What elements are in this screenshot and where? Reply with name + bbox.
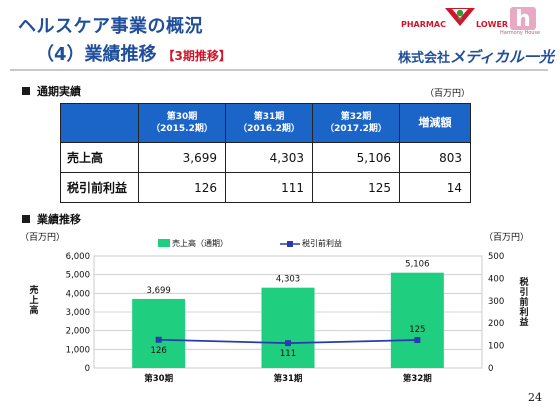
bar-data-label: 3,699: [146, 286, 170, 296]
y-tick-label-left: 3,000: [66, 308, 90, 318]
bar-sales: [261, 287, 315, 368]
y-tick-label-right: 300: [488, 297, 504, 307]
y-axis-title-left: 売上高: [29, 286, 39, 316]
y-tick-label-left: 2,000: [66, 327, 90, 337]
header-period: 第31期: [253, 112, 285, 122]
page-subtitle: （4）業績推移 【3期推移】: [36, 40, 231, 66]
y-tick-label-left: 1,000: [66, 345, 90, 355]
legend-swatch-profit: [280, 241, 300, 247]
chart-section-heading-text: 業績推移: [37, 213, 81, 226]
y-tick-label-left: 6,000: [66, 252, 90, 262]
subtitle-text: （4）業績推移: [36, 44, 157, 65]
y-tick-label-left: 0: [85, 364, 90, 374]
header-period: 第30期: [166, 112, 198, 122]
x-tick-label: 第30期: [144, 373, 173, 384]
square-bullet-icon: [22, 215, 30, 223]
period-tag: 【3期推移】: [162, 49, 231, 63]
row-label: 税引前利益: [60, 172, 139, 203]
page-number: 24: [528, 391, 542, 404]
bar-sales: [390, 272, 444, 368]
harmony-house-h-letter: h: [515, 7, 531, 32]
table-section-heading-text: 通期実績: [37, 85, 81, 98]
bar-data-label: 5,106: [405, 260, 429, 270]
table-cell: 3,699: [138, 142, 226, 173]
square-bullet-icon: [22, 87, 30, 95]
y-tick-label-left: 5,000: [66, 271, 90, 281]
header-year: （2015.2期）: [151, 124, 213, 134]
chart-unit-right: （百万円）: [484, 233, 530, 243]
table-row: 税引前利益 126 111 125 14: [60, 172, 471, 203]
line-data-label: 111: [280, 349, 296, 359]
y-tick-label-right: 500: [488, 252, 504, 262]
line-data-label: 125: [409, 325, 425, 335]
bar-data-label: 4,303: [276, 275, 300, 285]
table-row: 売上高 3,699 4,303 5,106 803: [60, 142, 471, 173]
title-divider: [10, 69, 548, 71]
pharmac-logo-text: PHARMAC: [401, 20, 446, 29]
table-header-row: 第30期 （2015.2期） 第31期 （2016.2期） 第32期 （2017.2期…: [60, 103, 471, 143]
table-cell: 803: [399, 142, 471, 173]
chart-unit-left: （百万円）: [20, 233, 66, 243]
table-header-change: 増減額: [399, 103, 471, 143]
table-unit-label: （百万円）: [425, 89, 471, 99]
table-cell: 111: [225, 172, 313, 203]
x-tick-label: 第32期: [403, 373, 432, 384]
harmony-house-logo-icon: h: [510, 7, 536, 32]
bar-sales: [132, 298, 186, 368]
header-period: 第32期: [340, 112, 372, 122]
line-point-profit: [285, 340, 291, 347]
chart-section-heading: 業績推移: [22, 211, 81, 227]
y-tick-label-right: 0: [488, 364, 493, 374]
table-cell: 126: [138, 172, 226, 203]
y-tick-label-right: 200: [488, 319, 504, 329]
y-tick-label-right: 400: [488, 274, 504, 284]
page-title: ヘルスケア事業の概況: [18, 16, 203, 37]
y-axis-title-right: 税引前利益: [519, 278, 529, 328]
table-header-corner: [60, 103, 139, 143]
x-tick-label: 第31期: [274, 373, 303, 384]
lower-logo-text: LOWER: [476, 20, 509, 29]
company-name: 株式会社メディカル一光: [398, 46, 554, 67]
legend-swatch-sales: [158, 239, 170, 247]
legend-label-sales: 売上高（通期）: [172, 239, 228, 248]
header-year: （2016.2期）: [238, 124, 300, 134]
y-tick-label-right: 100: [488, 342, 504, 352]
legend-label-profit: 税引前利益: [302, 239, 342, 248]
table-cell: 125: [312, 172, 400, 203]
flower-logo-icon: [445, 8, 475, 26]
table-cell: 14: [399, 172, 471, 203]
line-point-profit: [414, 337, 421, 343]
company-brand: メディカル一光: [450, 48, 554, 66]
table-section-heading: 通期実績: [22, 83, 81, 99]
results-table: 第30期 （2015.2期） 第31期 （2016.2期） 第32期 （2017.2期…: [60, 103, 471, 203]
header-year: （2017.2期）: [325, 124, 387, 134]
table-cell: 5,106: [312, 142, 400, 173]
line-point-profit: [155, 336, 162, 343]
table-cell: 4,303: [225, 142, 313, 173]
y-tick-label-left: 4,000: [66, 289, 90, 299]
company-prefix: 株式会社: [398, 51, 451, 66]
harmony-house-logo-text: Harmony House: [500, 30, 541, 36]
table-header-fy30: 第30期 （2015.2期）: [138, 103, 226, 143]
line-data-label: 126: [151, 346, 167, 356]
